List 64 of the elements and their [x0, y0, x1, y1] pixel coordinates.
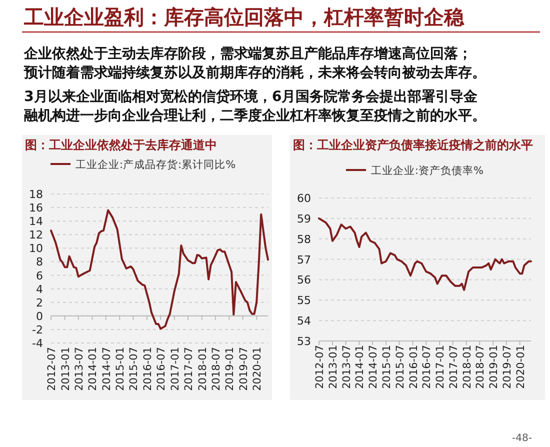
line-series [50, 209, 269, 330]
y-tick-label: 60 [297, 192, 311, 205]
x-tick-label: 2017-07 [183, 347, 196, 391]
x-tick-label: 2015-07 [128, 347, 140, 391]
x-tick-label: 2013-07 [340, 345, 353, 389]
y-tick-label: 57 [297, 253, 311, 266]
x-tick-label: 2014-01 [354, 345, 366, 389]
x-tick-label: 2018-07 [474, 345, 487, 389]
x-tick-label: 2012-07 [46, 347, 58, 391]
chart-title: 图：工业企业依然处于去库存通道中 [25, 138, 217, 152]
text: 预计随着需求端持续复苏以及前期库存的消耗，未来将会转向被动去库存。 [23, 64, 486, 81]
text: 工业企业盈利：库存高位回落中，杠杆率暂时企稳 [23, 5, 465, 29]
x-tick-label: 2020-01 [252, 347, 264, 391]
y-tick-label: 14 [29, 215, 43, 228]
y-tick-label: -4 [32, 337, 43, 350]
y-tick-label: 12 [29, 228, 43, 242]
x-tick-label: 2014-07 [100, 347, 113, 391]
x-tick-label: 2019-07 [501, 345, 514, 389]
x-tick-label: 2019-01 [488, 345, 500, 389]
x-tick-label: 2013-07 [73, 347, 86, 391]
y-tick-label: 59 [297, 212, 311, 226]
y-tick-label: -2 [32, 323, 43, 336]
y-tick-label: 0 [36, 310, 43, 323]
x-tick-label: 2015-01 [381, 345, 393, 389]
text: 企业依然处于主动去库存阶段，需求端复苏且产能品库存增速高位回落； [23, 45, 472, 62]
x-tick-label: 2013-01 [327, 345, 340, 389]
x-tick-label: 2018-07 [210, 347, 222, 391]
y-tick-label: 53 [297, 335, 311, 348]
text: -48- [512, 433, 532, 444]
line-series [318, 217, 532, 291]
x-tick-label: 2014-07 [368, 345, 380, 389]
legend-label: 工业企业:产成品存货:累计同比% [76, 158, 236, 171]
y-tick-label: 2 [36, 296, 43, 310]
y-tick-label: 55 [297, 294, 311, 308]
x-tick-label: 2017-07 [448, 345, 460, 389]
x-tick-label: 2020-01 [514, 345, 527, 389]
x-tick-label: 2016-07 [421, 345, 434, 389]
y-tick-label: 54 [297, 314, 311, 328]
x-tick-label: 2017-01 [434, 345, 447, 389]
x-tick-label: 2015-01 [114, 347, 127, 391]
y-tick-label: 58 [297, 232, 311, 246]
x-tick-label: 2018-01 [196, 347, 209, 391]
x-tick-label: 2012-07 [314, 345, 326, 389]
legend-label: 工业企业:资产负债率% [371, 164, 484, 177]
x-tick-label: 2016-07 [156, 347, 168, 391]
y-tick-label: 6 [36, 269, 43, 282]
text: 融机构进一步向企业合理让利，二季度企业杠杆率恢复至疫情之前的水平。 [24, 107, 486, 124]
y-tick-label: 16 [29, 202, 43, 215]
x-tick-label: 2015-07 [394, 345, 406, 389]
y-tick-label: 4 [36, 282, 43, 296]
x-tick-label: 2016-01 [408, 345, 420, 389]
x-tick-label: 2013-01 [60, 347, 72, 391]
x-tick-label: 2016-01 [142, 347, 154, 391]
text: 3月以来企业面临相对宽松的信贷环境，6月国务院常务会提出部署引导金 [24, 88, 479, 105]
x-tick-label: 2017-01 [169, 347, 182, 391]
y-tick-label: 10 [29, 242, 43, 256]
x-tick-label: 2019-07 [238, 347, 250, 391]
x-tick-label: 2018-01 [461, 345, 474, 389]
y-tick-label: 18 [29, 188, 43, 201]
x-tick-label: 2014-01 [87, 347, 100, 391]
y-tick-label: 56 [297, 274, 311, 287]
x-tick-label: 2019-01 [224, 347, 236, 391]
y-tick-label: 8 [36, 256, 43, 269]
chart-title: 图：工业企业资产负债率接近疫情之前的水平 [293, 138, 533, 152]
